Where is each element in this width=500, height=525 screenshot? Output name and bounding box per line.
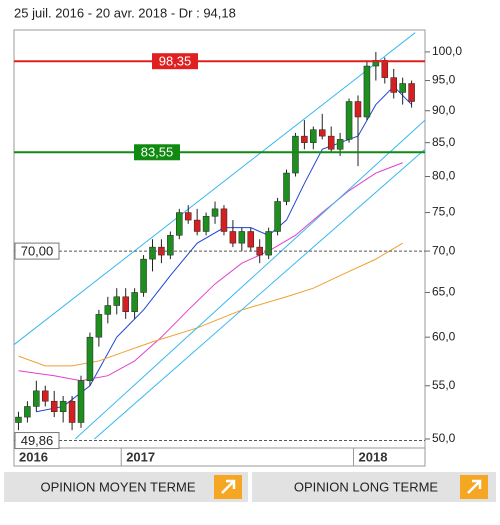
candle-body bbox=[345, 101, 353, 140]
candle-body bbox=[176, 212, 183, 236]
candle-body bbox=[122, 296, 129, 312]
level-label: 98,35 bbox=[159, 54, 192, 69]
indicator-line bbox=[36, 85, 412, 413]
level-box bbox=[152, 53, 198, 70]
candle-body bbox=[220, 208, 228, 232]
indicator-line bbox=[18, 162, 403, 382]
candle-body bbox=[327, 135, 335, 150]
candle-body bbox=[149, 246, 156, 260]
candle-body bbox=[354, 101, 362, 118]
candle-body bbox=[390, 77, 397, 93]
candle-body bbox=[229, 231, 237, 244]
button-bg bbox=[4, 472, 248, 502]
y-tick-label: 100,0 bbox=[432, 44, 462, 58]
y-tick-label: 90,0 bbox=[432, 103, 456, 117]
plot bbox=[14, 32, 425, 440]
candle-body bbox=[363, 65, 371, 118]
x-tick-label: 2017 bbox=[126, 449, 155, 464]
candle-body bbox=[33, 390, 40, 407]
arrow-icon bbox=[221, 479, 236, 494]
candle-body bbox=[211, 208, 219, 217]
y-tick-label: 50,0 bbox=[432, 431, 456, 445]
y-tick-label: 95,0 bbox=[432, 73, 456, 87]
y-tick-label: 70,0 bbox=[432, 243, 456, 257]
candle-body bbox=[104, 305, 112, 315]
candle-body bbox=[310, 129, 317, 143]
candle-body bbox=[140, 258, 147, 293]
candle-body bbox=[301, 135, 308, 143]
y-tick-label: 85,0 bbox=[432, 135, 456, 149]
candle-body bbox=[86, 336, 94, 381]
candle-body bbox=[131, 292, 138, 312]
button[interactable]: OPINION MOYEN TERME bbox=[4, 472, 248, 502]
x-tick-label: 2018 bbox=[359, 449, 388, 464]
indicator-line bbox=[18, 242, 403, 367]
level-box bbox=[14, 432, 60, 450]
candle-body bbox=[381, 60, 389, 78]
button[interactable]: OPINION LONG TERME bbox=[252, 472, 496, 502]
candle-body bbox=[408, 83, 415, 102]
chart-title: 25 juil. 2016 - 20 avr. 2018 - Dr : 94,1… bbox=[14, 5, 236, 20]
arrow-icon bbox=[467, 479, 482, 494]
indicator-line bbox=[14, 32, 416, 346]
candle-body bbox=[42, 390, 49, 402]
candle-body bbox=[184, 212, 192, 221]
y-tick-label: 55,0 bbox=[432, 378, 456, 392]
candle-body bbox=[265, 231, 272, 256]
level-box bbox=[14, 242, 60, 260]
y-tick-label: 60,0 bbox=[432, 329, 456, 343]
candle-body bbox=[283, 172, 290, 202]
x-tick-label: 2016 bbox=[19, 449, 48, 464]
candle-body bbox=[95, 314, 103, 338]
level-box bbox=[134, 144, 180, 161]
candle-body bbox=[247, 231, 255, 248]
level-label: 49,86 bbox=[21, 433, 54, 448]
candle-body bbox=[50, 400, 58, 412]
candle-body bbox=[167, 235, 174, 256]
candle-body bbox=[113, 296, 120, 306]
candle-body bbox=[399, 83, 406, 93]
candle-body bbox=[77, 380, 85, 423]
candle-body bbox=[15, 416, 22, 423]
candle-body bbox=[292, 135, 299, 174]
level-label: 83,55 bbox=[141, 145, 174, 160]
plot-frame bbox=[13, 29, 426, 467]
button-label: OPINION MOYEN TERME bbox=[40, 479, 195, 494]
indicator-line bbox=[74, 119, 425, 440]
candle-body bbox=[193, 219, 201, 232]
button-label: OPINION LONG TERME bbox=[294, 479, 439, 494]
candle-body bbox=[59, 400, 67, 412]
y-tick-label: 80,0 bbox=[432, 169, 456, 183]
candle-body bbox=[238, 231, 246, 244]
candle-body bbox=[336, 139, 344, 150]
indicator-line bbox=[94, 148, 425, 440]
button-bg bbox=[252, 472, 496, 502]
level-label: 70,00 bbox=[21, 244, 54, 259]
candle-body bbox=[202, 216, 210, 232]
candle-body bbox=[68, 400, 76, 423]
candle-body bbox=[274, 201, 281, 232]
candle-body bbox=[319, 129, 326, 137]
candle-body bbox=[24, 406, 31, 418]
y-tick-label: 65,0 bbox=[432, 285, 456, 299]
y-tick-label: 75,0 bbox=[432, 205, 456, 219]
